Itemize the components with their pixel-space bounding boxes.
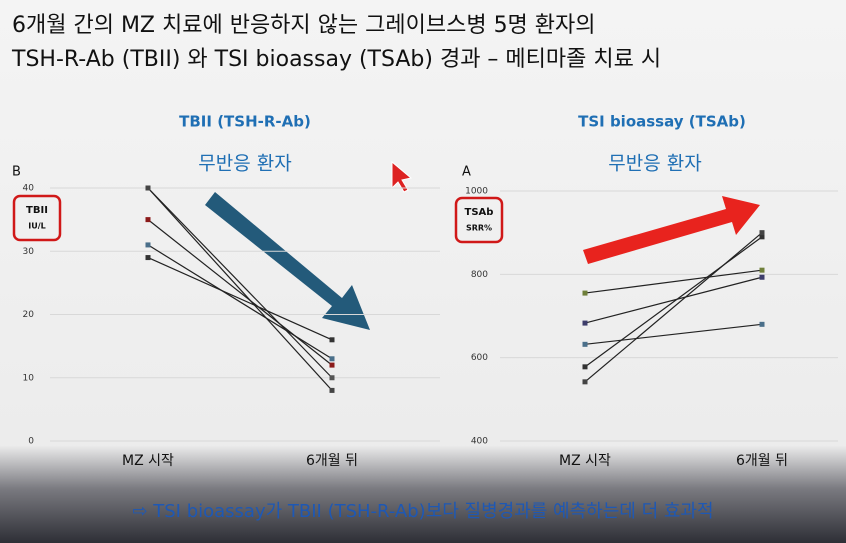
y-tick-label: 800 — [471, 270, 488, 280]
y-tick-label: 1000 — [465, 187, 488, 197]
point — [582, 341, 588, 347]
chart-title: TBII (TSH-R-Ab) — [179, 113, 311, 131]
series-line — [584, 232, 763, 383]
series-line — [584, 323, 763, 345]
annotation: 무반응 환자 — [608, 153, 701, 175]
y-tick-label: 400 — [471, 437, 488, 447]
point — [582, 364, 588, 370]
y-label-box — [454, 196, 504, 244]
y-axis-label: IU/L — [28, 222, 46, 231]
series-line — [147, 257, 333, 341]
point — [759, 267, 765, 273]
y-tick-label: 40 — [23, 184, 35, 194]
y-tick-label: 10 — [23, 373, 35, 383]
annotation: 무반응 환자 — [198, 153, 291, 175]
panel-label: B — [12, 165, 21, 180]
series-line — [147, 219, 333, 366]
point — [582, 320, 588, 326]
point — [582, 379, 588, 385]
point — [145, 185, 151, 191]
point — [759, 234, 765, 240]
point — [145, 242, 151, 248]
point — [759, 321, 765, 327]
series-line — [147, 187, 333, 391]
point — [329, 356, 335, 362]
series-line — [584, 276, 763, 324]
x-tick-label: MZ 시작 — [122, 453, 174, 469]
point — [329, 387, 335, 393]
point — [329, 337, 335, 343]
panel-label: A — [462, 165, 471, 180]
point — [759, 274, 765, 280]
down-arrow — [205, 192, 370, 330]
x-tick-label: MZ 시작 — [559, 453, 611, 469]
y-tick-label: 600 — [471, 353, 488, 363]
series-line — [147, 187, 333, 379]
cursor — [391, 160, 413, 193]
up-arrow — [583, 196, 760, 264]
point — [582, 290, 588, 296]
point — [329, 375, 335, 381]
series-line — [584, 236, 763, 368]
point — [759, 230, 765, 236]
chart-title: TSI bioassay (TSAb) — [578, 113, 746, 131]
y-tick-label: 0 — [28, 437, 34, 447]
series-line — [584, 269, 763, 294]
x-tick-label: 6개월 뒤 — [306, 453, 358, 469]
point — [145, 217, 151, 223]
point — [329, 362, 335, 368]
x-tick-label: 6개월 뒤 — [736, 453, 788, 469]
y-tick-label: 30 — [23, 247, 35, 257]
y-label-box — [12, 194, 62, 242]
series-line — [147, 244, 333, 360]
slide-title: TSH-R-Ab (TBII) 와 TSI bioassay (TSAb) 경과… — [11, 47, 661, 72]
y-axis-label: SRR% — [466, 224, 492, 233]
y-axis-label: TSAb — [465, 207, 494, 218]
y-tick-label: 20 — [23, 310, 35, 320]
slide-title: 6개월 간의 MZ 치료에 반응하지 않는 그레이브스병 5명 환자의 — [12, 13, 596, 38]
point — [145, 255, 151, 261]
footer: ⇨ TSI bioassay가 TBII (TSH-R-Ab)보다 질병경과를 … — [132, 501, 713, 522]
y-axis-label: TBII — [26, 205, 48, 216]
